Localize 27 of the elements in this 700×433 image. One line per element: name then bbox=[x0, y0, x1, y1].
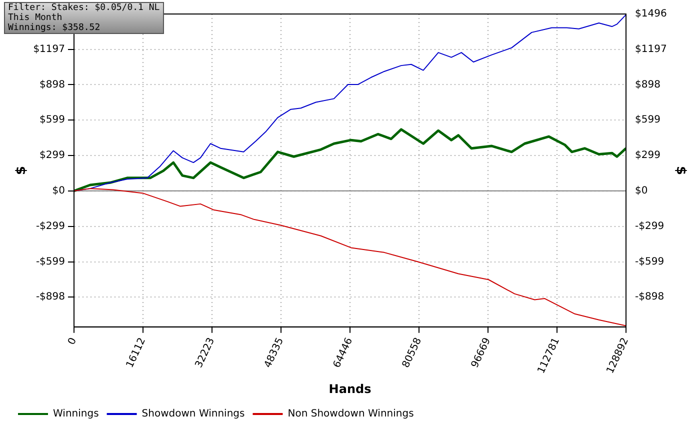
x-tick-label: 0 bbox=[66, 336, 80, 347]
y-tick-label: $1197 bbox=[33, 44, 65, 55]
y-axis-title: $ bbox=[14, 166, 30, 175]
y2-tick-label: -$299 bbox=[635, 220, 664, 232]
y2-tick-label: $0 bbox=[635, 186, 648, 197]
y2-axis-title: $ bbox=[672, 166, 688, 175]
y-tick-label: $898 bbox=[40, 79, 65, 90]
text: Filter: Stakes: $0.05/0.1 NL bbox=[8, 3, 160, 13]
y-tick-label: -$299 bbox=[36, 220, 65, 232]
legend-label: Winnings bbox=[53, 408, 99, 420]
x-axis-title: Hands bbox=[328, 382, 372, 396]
legend-label: Non Showdown Winnings bbox=[288, 408, 414, 420]
y2-tick-label: $299 bbox=[635, 150, 660, 162]
text: This Month bbox=[8, 13, 64, 23]
y-tick-label: -$599 bbox=[36, 256, 65, 268]
y2-tick-label: $599 bbox=[635, 114, 660, 126]
y-tick-label: $0 bbox=[52, 186, 65, 197]
y2-tick-label: $1197 bbox=[635, 44, 667, 55]
y2-tick-label: $898 bbox=[635, 79, 660, 90]
y-tick-label: -$898 bbox=[36, 292, 65, 303]
legend-label: Showdown Winnings bbox=[142, 408, 245, 420]
annotation: Winnings: $358.52 bbox=[8, 23, 102, 33]
y-tick-label: $299 bbox=[40, 150, 65, 162]
y2-tick-label: -$898 bbox=[635, 292, 664, 303]
y2-tick-label: -$599 bbox=[635, 256, 664, 268]
y-tick-label: $599 bbox=[40, 114, 65, 126]
y2-tick-label: $1496 bbox=[635, 8, 667, 20]
